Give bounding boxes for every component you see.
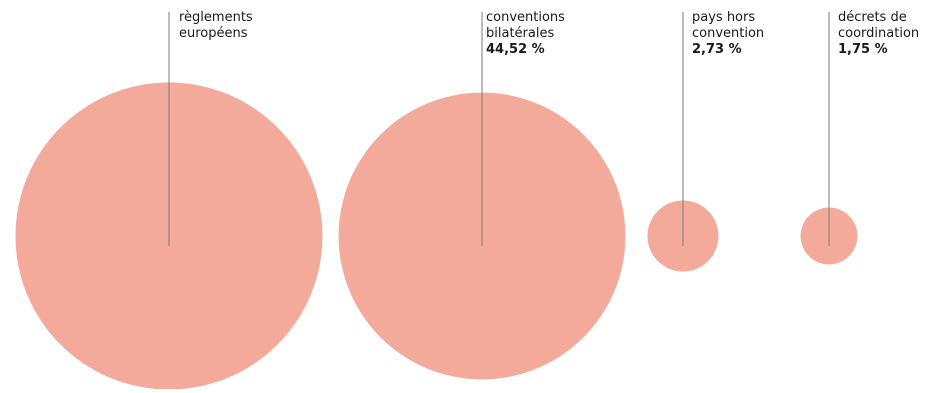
bubble-label-line: convention [692,26,764,42]
bubble-label-line: règlements [179,10,253,26]
bubble-label-1: conventions bilatérales 44,52 % [486,10,565,58]
bubble-label-line: décrets de [838,10,919,26]
bubble-value-label: 44,52 % [486,42,565,58]
bubble-label-line: bilatérales [486,26,565,42]
bubble-label-line: coordination [838,26,919,42]
bubble-label-line: européens [179,26,253,42]
bubble-label-line: conventions [486,10,565,26]
bubble-label-3: décrets de coordination 1,75 % [838,10,919,58]
bubble-value-label: 2,73 % [692,42,764,58]
bubble-label-line: pays hors [692,10,764,26]
bubble-label-0: règlements européens [179,10,253,42]
bubble-label-2: pays hors convention 2,73 % [692,10,764,58]
bubble-value-label: 1,75 % [838,42,919,58]
